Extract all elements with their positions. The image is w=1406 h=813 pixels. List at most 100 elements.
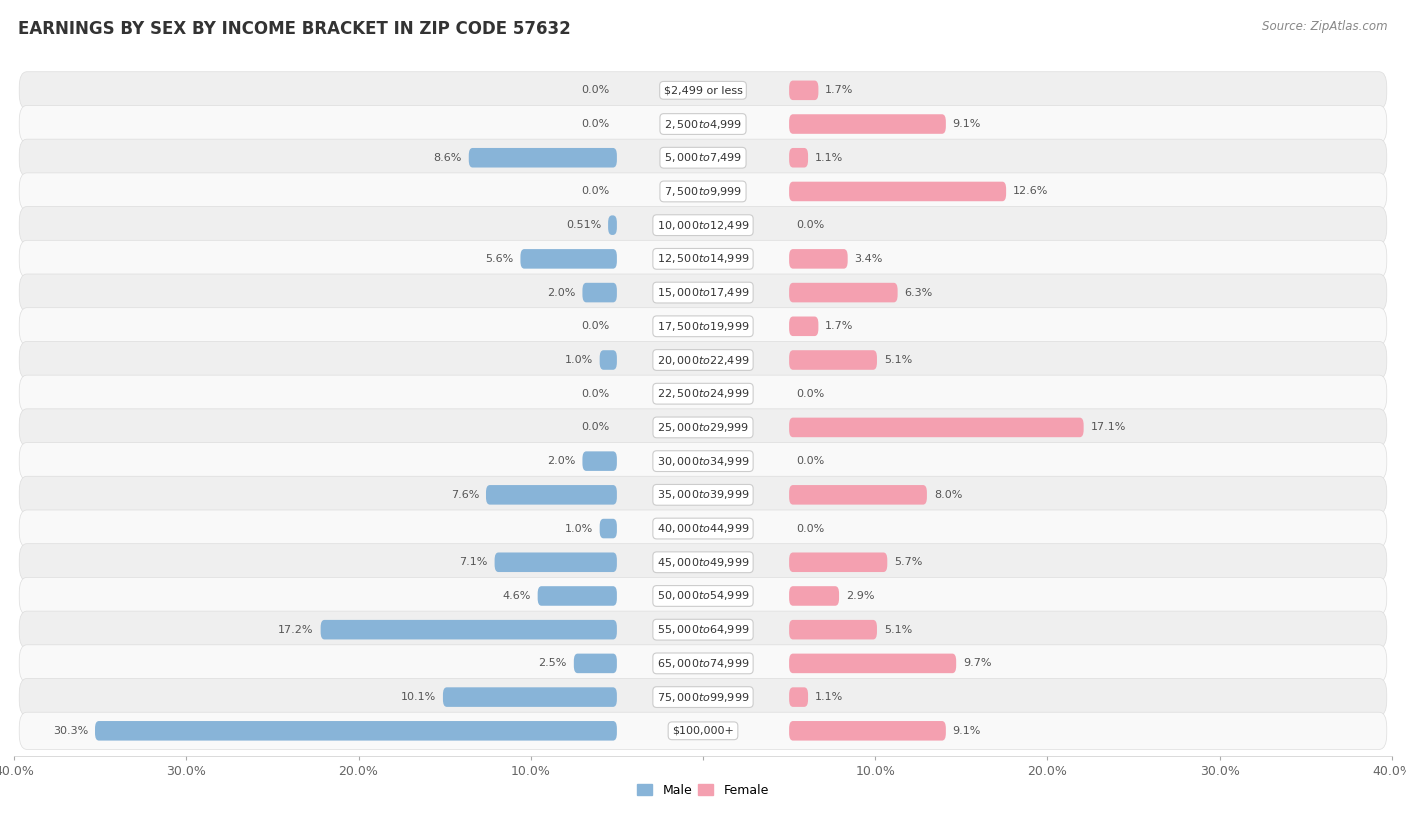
Text: 5.1%: 5.1% — [884, 355, 912, 365]
FancyBboxPatch shape — [495, 553, 617, 572]
FancyBboxPatch shape — [20, 106, 1386, 142]
FancyBboxPatch shape — [20, 274, 1386, 311]
Text: 1.0%: 1.0% — [565, 524, 593, 533]
FancyBboxPatch shape — [20, 544, 1386, 580]
FancyBboxPatch shape — [20, 577, 1386, 615]
Text: 2.9%: 2.9% — [846, 591, 875, 601]
Text: $2,499 or less: $2,499 or less — [664, 85, 742, 95]
FancyBboxPatch shape — [468, 148, 617, 167]
Text: 12.6%: 12.6% — [1012, 186, 1049, 197]
Text: 1.1%: 1.1% — [815, 692, 844, 702]
FancyBboxPatch shape — [20, 241, 1386, 277]
Text: 4.6%: 4.6% — [502, 591, 531, 601]
Text: 10.1%: 10.1% — [401, 692, 436, 702]
Text: 8.6%: 8.6% — [433, 153, 461, 163]
Text: $20,000 to $22,499: $20,000 to $22,499 — [657, 354, 749, 367]
FancyBboxPatch shape — [789, 485, 927, 505]
Text: $75,000 to $99,999: $75,000 to $99,999 — [657, 690, 749, 703]
FancyBboxPatch shape — [789, 654, 956, 673]
Text: $100,000+: $100,000+ — [672, 726, 734, 736]
Text: 17.1%: 17.1% — [1091, 423, 1126, 433]
FancyBboxPatch shape — [789, 283, 897, 302]
Text: 0.0%: 0.0% — [582, 321, 610, 331]
FancyBboxPatch shape — [789, 181, 1007, 202]
FancyBboxPatch shape — [582, 283, 617, 302]
FancyBboxPatch shape — [537, 586, 617, 606]
Text: 0.0%: 0.0% — [582, 85, 610, 95]
FancyBboxPatch shape — [789, 418, 1084, 437]
FancyBboxPatch shape — [321, 620, 617, 640]
FancyBboxPatch shape — [20, 341, 1386, 379]
FancyBboxPatch shape — [20, 611, 1386, 648]
FancyBboxPatch shape — [20, 139, 1386, 176]
FancyBboxPatch shape — [20, 375, 1386, 412]
FancyBboxPatch shape — [520, 249, 617, 268]
FancyBboxPatch shape — [599, 519, 617, 538]
Text: $10,000 to $12,499: $10,000 to $12,499 — [657, 219, 749, 232]
FancyBboxPatch shape — [20, 307, 1386, 345]
FancyBboxPatch shape — [789, 586, 839, 606]
Text: 0.0%: 0.0% — [796, 524, 824, 533]
FancyBboxPatch shape — [20, 476, 1386, 514]
Text: Source: ZipAtlas.com: Source: ZipAtlas.com — [1263, 20, 1388, 33]
FancyBboxPatch shape — [789, 687, 808, 706]
Text: $35,000 to $39,999: $35,000 to $39,999 — [657, 489, 749, 502]
Text: 0.0%: 0.0% — [582, 389, 610, 398]
Text: 0.0%: 0.0% — [582, 423, 610, 433]
Text: 5.7%: 5.7% — [894, 557, 922, 567]
Text: $2,500 to $4,999: $2,500 to $4,999 — [664, 118, 742, 131]
Text: 0.0%: 0.0% — [582, 119, 610, 129]
Text: 2.0%: 2.0% — [547, 288, 575, 298]
Text: 1.7%: 1.7% — [825, 321, 853, 331]
FancyBboxPatch shape — [789, 620, 877, 640]
FancyBboxPatch shape — [20, 173, 1386, 210]
Text: 3.4%: 3.4% — [855, 254, 883, 264]
Text: 9.1%: 9.1% — [953, 119, 981, 129]
Text: 6.3%: 6.3% — [904, 288, 932, 298]
Text: 7.1%: 7.1% — [460, 557, 488, 567]
Text: 17.2%: 17.2% — [278, 624, 314, 635]
Text: 0.0%: 0.0% — [796, 456, 824, 466]
Text: $17,500 to $19,999: $17,500 to $19,999 — [657, 320, 749, 333]
Text: $12,500 to $14,999: $12,500 to $14,999 — [657, 252, 749, 265]
Text: $7,500 to $9,999: $7,500 to $9,999 — [664, 185, 742, 198]
FancyBboxPatch shape — [789, 316, 818, 336]
FancyBboxPatch shape — [20, 679, 1386, 715]
FancyBboxPatch shape — [789, 249, 848, 268]
Text: 5.6%: 5.6% — [485, 254, 513, 264]
FancyBboxPatch shape — [20, 510, 1386, 547]
Text: 7.6%: 7.6% — [451, 490, 479, 500]
Text: 30.3%: 30.3% — [53, 726, 89, 736]
Text: $15,000 to $17,499: $15,000 to $17,499 — [657, 286, 749, 299]
Text: 0.0%: 0.0% — [796, 220, 824, 230]
FancyBboxPatch shape — [789, 80, 818, 100]
FancyBboxPatch shape — [20, 207, 1386, 244]
FancyBboxPatch shape — [789, 553, 887, 572]
Text: 0.51%: 0.51% — [567, 220, 602, 230]
Text: 2.5%: 2.5% — [538, 659, 567, 668]
Text: 2.0%: 2.0% — [547, 456, 575, 466]
Legend: Male, Female: Male, Female — [633, 779, 773, 802]
FancyBboxPatch shape — [789, 148, 808, 167]
FancyBboxPatch shape — [789, 721, 946, 741]
FancyBboxPatch shape — [486, 485, 617, 505]
FancyBboxPatch shape — [789, 350, 877, 370]
Text: 9.7%: 9.7% — [963, 659, 991, 668]
Text: $65,000 to $74,999: $65,000 to $74,999 — [657, 657, 749, 670]
Text: 0.0%: 0.0% — [796, 389, 824, 398]
FancyBboxPatch shape — [20, 72, 1386, 109]
FancyBboxPatch shape — [96, 721, 617, 741]
FancyBboxPatch shape — [20, 442, 1386, 480]
FancyBboxPatch shape — [789, 115, 946, 134]
FancyBboxPatch shape — [20, 645, 1386, 682]
FancyBboxPatch shape — [20, 409, 1386, 446]
FancyBboxPatch shape — [443, 687, 617, 706]
Text: $50,000 to $54,999: $50,000 to $54,999 — [657, 589, 749, 602]
Text: 1.0%: 1.0% — [565, 355, 593, 365]
FancyBboxPatch shape — [599, 350, 617, 370]
FancyBboxPatch shape — [582, 451, 617, 471]
Text: $45,000 to $49,999: $45,000 to $49,999 — [657, 556, 749, 569]
Text: 1.7%: 1.7% — [825, 85, 853, 95]
Text: $22,500 to $24,999: $22,500 to $24,999 — [657, 387, 749, 400]
Text: $40,000 to $44,999: $40,000 to $44,999 — [657, 522, 749, 535]
